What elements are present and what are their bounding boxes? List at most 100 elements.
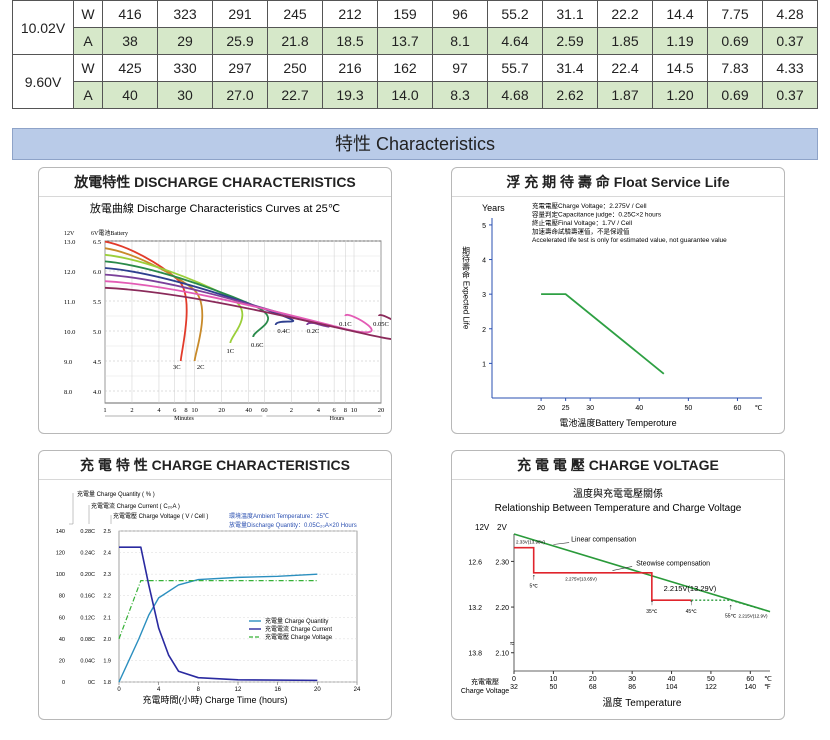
discharge-chart: 放電曲線 Discharge Characteristics Curves at… <box>64 201 391 422</box>
key-text-voltage: 充電電壓 Charge Voltage <box>265 633 333 641</box>
charge-x-tick-label: 16 <box>274 687 281 693</box>
charge-x-tick-label: 20 <box>314 687 321 693</box>
discharge-curve-label: 0.05C <box>373 321 389 328</box>
voltage-ylabel-en: Charge Voltage <box>461 688 509 695</box>
discharge-subtitle: 放電曲線 Discharge Characteristics Curves at… <box>90 201 340 215</box>
voltage-title: 充 電 電 壓 CHARGE VOLTAGE <box>452 451 784 480</box>
table-cell: 27.0 <box>212 81 268 109</box>
voltage-x-tick-f: 104 <box>666 684 678 691</box>
float-y-tick-label: 3 <box>482 292 486 299</box>
table-cell: 212 <box>322 0 378 28</box>
stepwise-extension-dotted <box>691 599 771 613</box>
discharge-y-tick-6v: 6.5 <box>93 239 101 246</box>
charge-y-tick-current: 0.28C <box>80 529 95 535</box>
charge-x-tick-label: 0 <box>117 687 121 693</box>
float-note: Accelerated life test is only for estima… <box>532 237 727 244</box>
discharge-curve-label: 1C <box>227 348 235 355</box>
charge-y-tick-current: 0.16C <box>80 594 95 600</box>
discharge-x-tick: 20 <box>378 407 385 414</box>
charge-y-tick-voltage: 2.1 <box>103 615 111 621</box>
voltage-panel: 充 電 電 壓 CHARGE VOLTAGE 溫度與充電電壓關係 Relatio… <box>451 450 785 720</box>
voltage-x-unit-f: ℉ <box>764 684 771 691</box>
voltage-x-tick-c: 30 <box>628 676 636 683</box>
table-cell: 30 <box>157 81 213 109</box>
table-cell: 1.20 <box>652 81 708 109</box>
table-cell: 31.4 <box>542 54 598 82</box>
voltage-axis-12v: 12V <box>475 523 490 532</box>
charge-y-tick-voltage: 2.0 <box>103 637 111 643</box>
discharge-panel: 放電特性 DISCHARGE CHARACTERISTICS 放電曲線 Disc… <box>38 167 392 434</box>
discharge-y-tick-12v: 8.0 <box>64 389 72 396</box>
voltage-xlabel: 溫度 Temperature <box>603 696 682 709</box>
discharge-curve-3C <box>104 240 188 362</box>
charge-y-tick-quantity: 20 <box>59 658 65 664</box>
key-text-current: 充電電流 Charge Current <box>265 625 332 633</box>
float-ylabel: 期待壽命 Expected Life <box>462 247 471 330</box>
charge-x-tick-label: 8 <box>197 687 201 693</box>
table-cell: 97 <box>432 54 488 82</box>
table-cell: 25.9 <box>212 27 268 55</box>
table-cell: 0.69 <box>707 81 763 109</box>
float-x-tick-label: 30 <box>586 405 594 412</box>
table-cell: 18.5 <box>322 27 378 55</box>
voltage-x-tick-f: 32 <box>510 684 518 691</box>
table-cell: 4.28 <box>762 0 818 28</box>
voltage-y-tick-2v: 2.10 <box>495 651 509 658</box>
charge-y-tick-current: 0.08C <box>80 637 95 643</box>
discharge-hours-label: Hours <box>330 416 345 422</box>
float-x-tick-label: 20 <box>537 405 545 412</box>
charge-x-tick-label: 12 <box>235 687 242 693</box>
temp-arrow-icon: ↑ <box>729 602 733 611</box>
discharge-curve-label: 0.4C <box>277 328 289 335</box>
discharge-x-tick: 2 <box>290 407 293 414</box>
discharge-x-tick: 10 <box>191 407 198 414</box>
charge-y-tick-quantity: 120 <box>56 551 65 557</box>
float-xlabel: 電池溫度Battery Temperoture <box>559 417 676 428</box>
table-cell: 1.19 <box>652 27 708 55</box>
voltage-ylabel-cn: 充電電壓 <box>471 677 499 686</box>
discharge-axis-12v: 12V <box>64 231 75 237</box>
voltage-subtitle-cn: 溫度與充電電壓關係 <box>573 487 663 500</box>
charge-y-tick-voltage: 2.2 <box>103 594 111 600</box>
table-cell: 2.62 <box>542 81 598 109</box>
discharge-y-tick-6v: 5.5 <box>93 299 101 306</box>
spec-row-watts: 9.60V W 425 330 297 250 216 162 97 55.7 31.4 22.4 14… <box>12 54 818 109</box>
float-title: 浮 充 期 待 壽 命 Float Service Life <box>452 168 784 197</box>
temp-label: 35℃ <box>646 609 658 615</box>
table-cell: 1.87 <box>597 81 653 109</box>
discharge-minutes-label: Minutes <box>174 416 194 422</box>
voltage-x-tick-c: 0 <box>512 676 516 683</box>
charge-title: 充 電 特 性 CHARGE CHARACTERISTICS <box>39 451 391 480</box>
table-cell: 416 <box>102 0 158 28</box>
discharge-curves <box>104 240 391 362</box>
float-x-unit: ℃ <box>755 405 763 412</box>
voltage-cell: 9.60V <box>12 54 74 109</box>
table-cell: 14.0 <box>377 81 433 109</box>
discharge-y-tick-6v: 4.0 <box>93 389 101 396</box>
unit-cell: A <box>73 81 103 109</box>
voltage-subtitle-en: Relationship Between Temperature and Cha… <box>495 503 742 514</box>
discharge-y-tick-12v: 13.0 <box>64 239 75 246</box>
table-cell: 14.4 <box>652 0 708 28</box>
float-y-tick-label: 2 <box>482 327 486 334</box>
discharge-x-tick: 40 <box>245 407 252 414</box>
linear-leader <box>553 542 570 545</box>
charge-legend-voltage: 充電電壓 Charge Voltage ( V / Cell ) <box>113 512 208 520</box>
temp-label: 5℃ <box>529 584 538 590</box>
unit-cell: W <box>73 0 103 28</box>
table-cell: 96 <box>432 0 488 28</box>
spec-table: 10.02V W 416 323 291 245 212 159 96 55.2 31.1 22.2 1… <box>12 0 818 109</box>
discharge-curve-label: 2C <box>197 364 205 371</box>
discharge-curve-label: 0.6C <box>251 342 263 349</box>
table-cell: 21.8 <box>267 27 323 55</box>
table-cell: 2.59 <box>542 27 598 55</box>
discharge-axis-6v: 6V電池Battery <box>91 229 128 237</box>
float-notes: 充電電壓Charge Voltage：2.275V / Cell容量判定Capa… <box>532 201 727 244</box>
voltage-x-tick-c: 10 <box>549 676 557 683</box>
discharge-y-tick-6v: 6.0 <box>93 269 101 276</box>
charge-y-tick-quantity: 0 <box>62 680 65 686</box>
table-cell: 19.3 <box>322 81 378 109</box>
discharge-x-tick: 8 <box>184 407 187 414</box>
voltage-x-tick-f: 86 <box>628 684 636 691</box>
